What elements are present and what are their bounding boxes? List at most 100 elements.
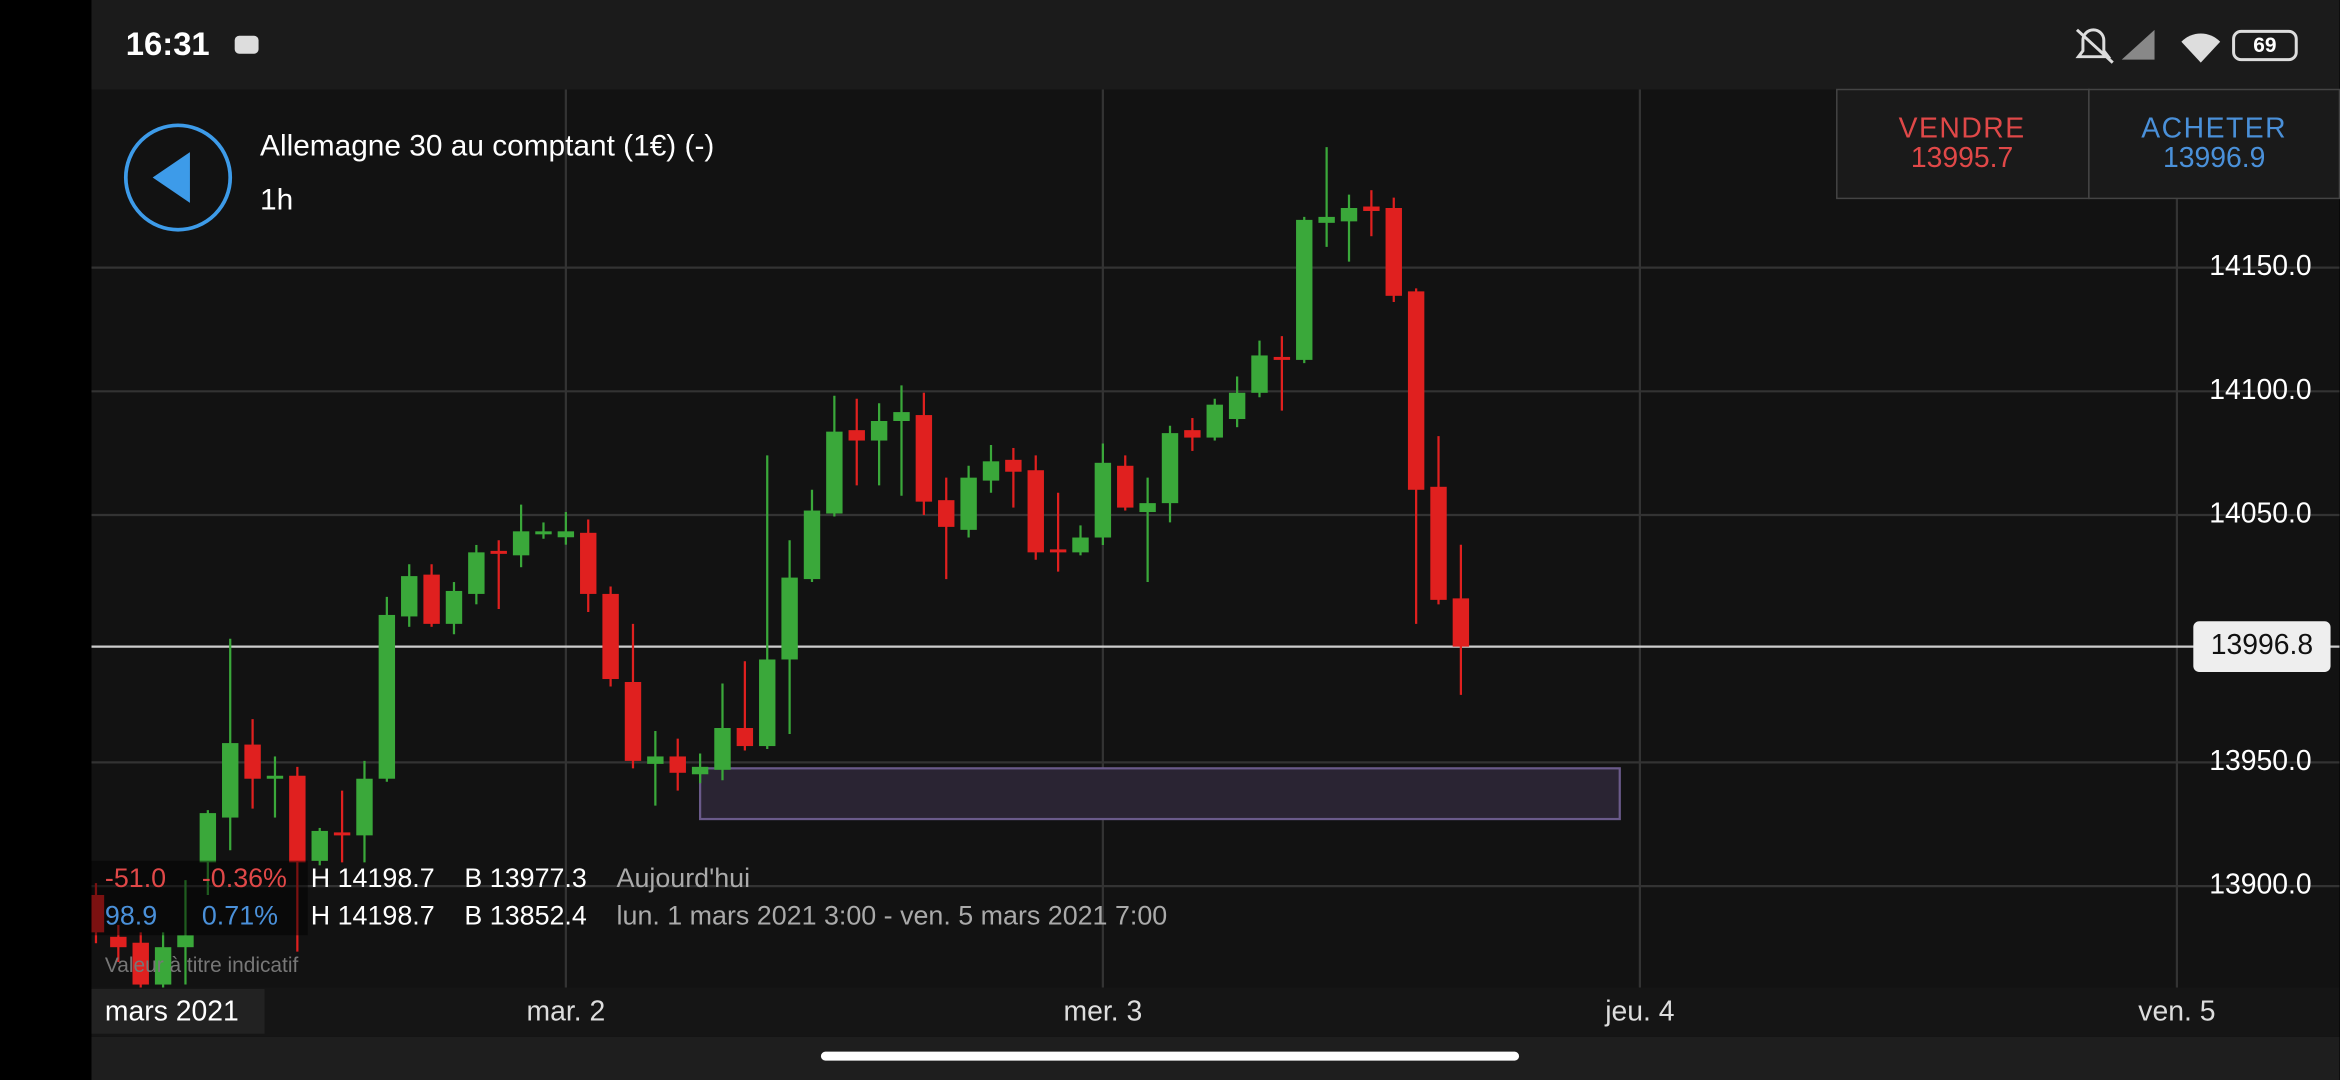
candle-body — [1228, 392, 1246, 420]
candle-body — [803, 510, 821, 580]
candle-body — [915, 415, 933, 502]
candle-body — [1027, 470, 1044, 553]
instrument-title: Allemagne 30 au comptant (1€) (-) — [260, 130, 714, 163]
candle-body — [938, 500, 955, 527]
candle-body — [1184, 430, 1201, 438]
candle-body — [1005, 459, 1022, 472]
candle-body — [1407, 291, 1425, 490]
candle-body — [982, 461, 1000, 481]
home-indicator[interactable] — [820, 1051, 1520, 1061]
plot — [91, 89, 2340, 988]
candle-body — [468, 552, 485, 594]
status-bar — [91, 0, 2340, 90]
candle-body — [222, 743, 239, 818]
x-tick-label: ven. 5 — [2138, 995, 2215, 1027]
candle-body — [445, 590, 463, 624]
change-percent: -0.36% — [202, 863, 287, 893]
change-percent: 0.71% — [202, 900, 278, 930]
range-label: Aujourd'hui — [617, 863, 750, 893]
candle-body — [1340, 208, 1358, 222]
candle-body — [580, 532, 597, 594]
candle-body — [378, 614, 396, 779]
change: -51.0 — [105, 863, 166, 893]
sell-button[interactable] — [1836, 88, 2090, 200]
low: B 13852.4 — [464, 900, 586, 930]
info-backdrop — [91, 860, 308, 936]
y-tick-label: 14050.0 — [2209, 497, 2311, 529]
disclaimer: Valeur à titre indicatif — [105, 954, 299, 977]
candle-body — [893, 412, 910, 421]
candle-body — [1430, 486, 1447, 600]
candle-body — [91, 894, 105, 933]
x-tick-label: mar. 2 — [526, 995, 605, 1027]
battery-icon — [2232, 29, 2298, 62]
candle-body — [512, 531, 530, 556]
candle-body — [266, 775, 284, 779]
candle-body — [1117, 465, 1134, 508]
candle-body — [1049, 549, 1067, 553]
candle-body — [1139, 503, 1156, 513]
candle-body — [647, 756, 664, 764]
status-icon — [234, 35, 259, 54]
candle-body — [535, 531, 552, 535]
battery-level: 69 — [2253, 34, 2276, 57]
candle-body — [781, 577, 798, 660]
status-time: 16:31 — [126, 25, 210, 62]
candle-body — [423, 574, 440, 624]
candle-body — [401, 576, 418, 617]
candle-body — [1385, 208, 1402, 296]
candle-body — [1363, 206, 1380, 211]
back-arrow — [152, 152, 190, 203]
candle-body — [691, 766, 709, 775]
range-label: lun. 1 mars 2021 3:00 - ven. 5 mars 2021… — [617, 900, 1168, 930]
buy-price: 13996.9 — [2163, 142, 2265, 174]
last-price-tag — [2193, 621, 2331, 672]
back-button[interactable] — [123, 123, 233, 232]
candle-body — [289, 775, 306, 863]
candle-body — [311, 830, 328, 861]
x-tick-label: jeu. 4 — [1604, 995, 1674, 1027]
period-box — [91, 989, 265, 1034]
sell-price: 13995.7 — [1911, 142, 2013, 174]
high: H 14198.7 — [311, 863, 435, 893]
period-label: mars 2021 — [105, 995, 239, 1027]
overlay: 16:31 69 Allemagne 30 au comptant (1€) (… — [91, 25, 2340, 1034]
zone — [698, 767, 1621, 821]
y-tick-label: 14150.0 — [2209, 250, 2311, 282]
x-tick-label: mer. 3 — [1064, 995, 1143, 1027]
candle-body — [1273, 356, 1291, 360]
low: B 13977.3 — [464, 863, 586, 893]
candle-body — [1072, 537, 1089, 553]
candle-body — [1094, 462, 1112, 538]
candle-body — [1251, 355, 1268, 393]
last-price-label: 13996.8 — [2211, 629, 2313, 661]
candle-body — [714, 728, 731, 770]
candle-body — [177, 935, 194, 948]
candle-body — [1206, 404, 1223, 438]
buy-label: ACHETER — [2141, 112, 2287, 144]
interval[interactable]: 1h — [260, 183, 293, 216]
candle-body — [602, 593, 619, 680]
high: H 14198.7 — [311, 900, 435, 930]
candle-body — [1318, 216, 1335, 223]
wifi-icon — [2181, 33, 2221, 63]
sell-label: VENDRE — [1899, 112, 2026, 144]
plot-area — [91, 89, 2340, 988]
y-tick-label: 13950.0 — [2209, 745, 2311, 777]
candle-body — [132, 942, 149, 985]
candle-body — [356, 778, 373, 836]
buy-button[interactable] — [2088, 88, 2340, 200]
candle-body — [759, 659, 776, 747]
candle-body — [1296, 219, 1313, 360]
candle-body — [870, 420, 888, 441]
candle-body — [154, 947, 172, 985]
candle-body — [557, 531, 575, 538]
candle-body — [199, 813, 217, 863]
candle-body — [624, 681, 642, 761]
candle-body — [1452, 598, 1470, 647]
candle-body — [333, 832, 351, 836]
y-tick-label: 14100.0 — [2209, 374, 2311, 406]
change: 98.9 — [105, 900, 157, 930]
